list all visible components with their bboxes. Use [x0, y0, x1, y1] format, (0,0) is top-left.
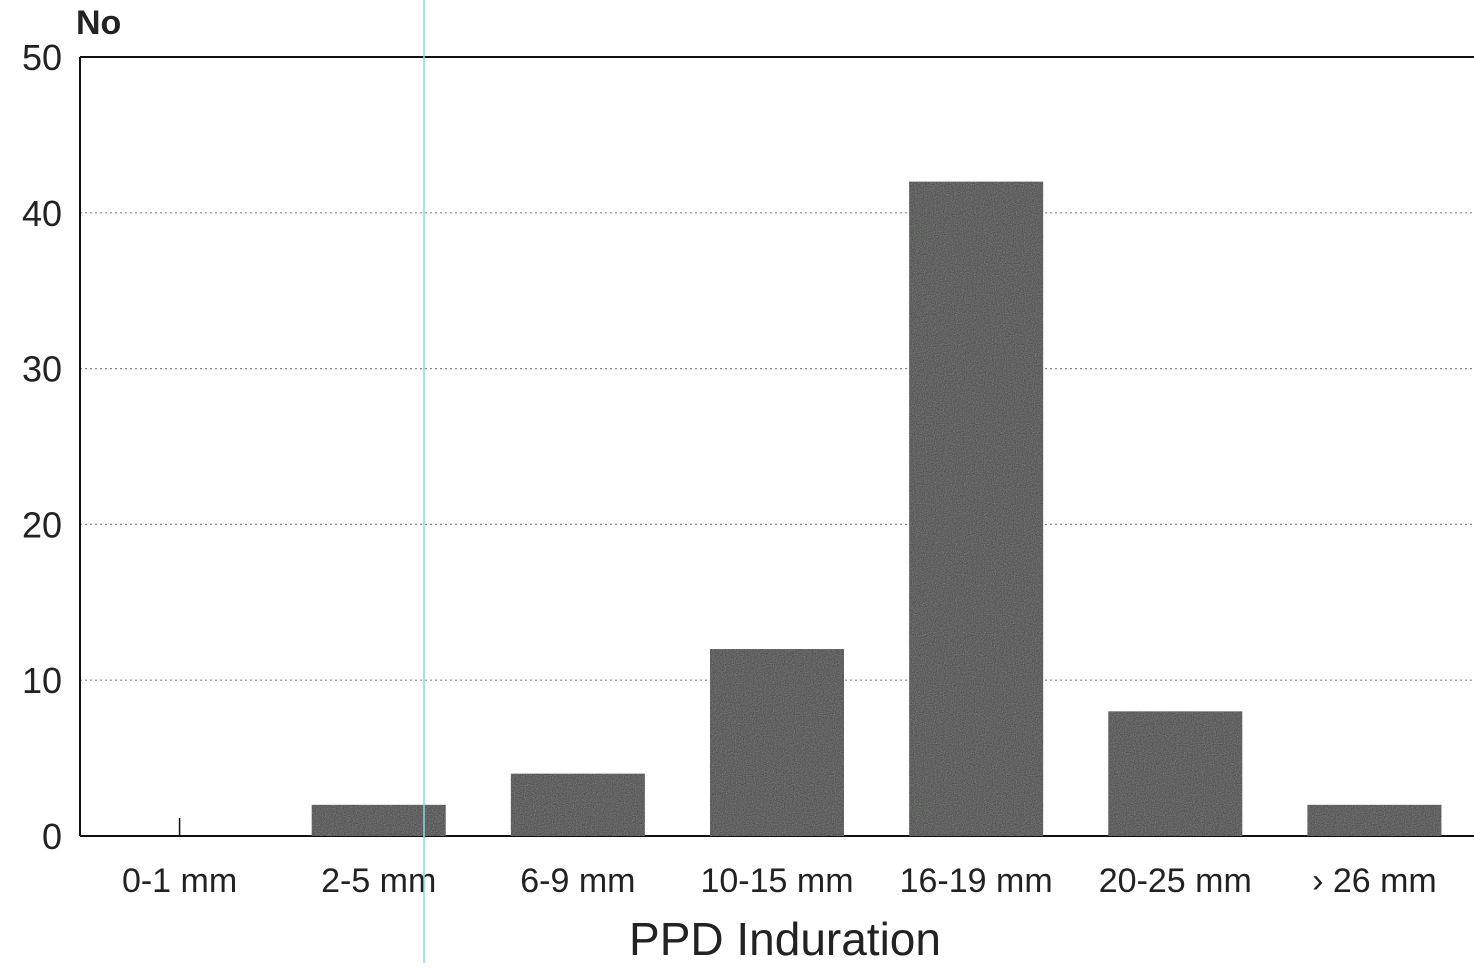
y-tick-label: 40	[22, 193, 62, 234]
y-tick-label: 20	[22, 504, 62, 545]
x-axis-label: PPD Induration	[629, 913, 941, 963]
y-tick-labels: 0 10 20 30 40 50	[22, 37, 62, 857]
x-tick-label: 20-25 mm	[1099, 862, 1252, 900]
y-tick-label: 0	[42, 816, 62, 857]
bar	[710, 649, 844, 836]
bar	[1307, 804, 1442, 836]
x-tick-label: › 26 mm	[1312, 862, 1437, 900]
x-tick-label: 10-15 mm	[700, 862, 853, 900]
y-tick-label: 50	[22, 37, 62, 78]
bar	[909, 181, 1044, 836]
y-axis-label: No	[76, 4, 121, 42]
bar	[1108, 711, 1243, 836]
x-tick-labels: 0-1 mm 2-5 mm 6-9 mm 10-15 mm 16-19 mm 20-25 …	[122, 862, 1437, 900]
bar	[311, 804, 446, 836]
bar	[510, 773, 645, 836]
x-tick-label: 16-19 mm	[900, 862, 1053, 900]
gridlines	[80, 212, 1474, 681]
y-tick-label: 30	[22, 349, 62, 390]
bars	[178, 181, 1442, 836]
x-tick-label: 2-5 mm	[321, 862, 436, 900]
x-tick-label: 0-1 mm	[122, 862, 237, 900]
x-tick-label: 6-9 mm	[520, 862, 635, 900]
y-tick-label: 10	[22, 660, 62, 701]
